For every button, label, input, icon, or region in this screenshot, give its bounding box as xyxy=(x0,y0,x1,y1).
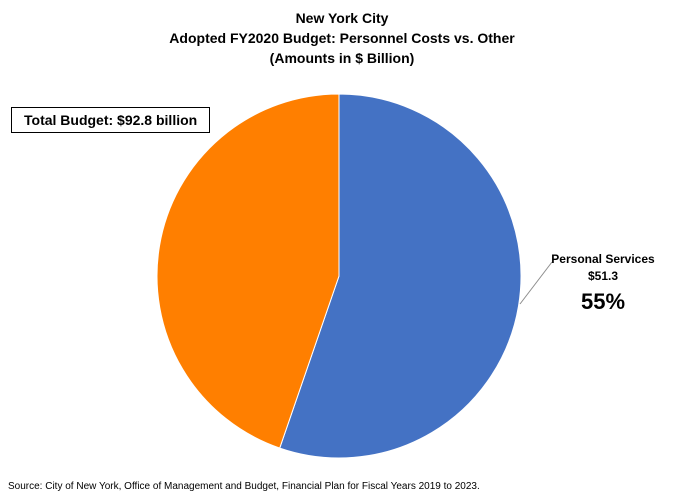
pie-slice-2 xyxy=(156,93,340,449)
source-note: Source: City of New York, Office of Mana… xyxy=(8,481,480,492)
pie-slice-1 xyxy=(279,93,522,459)
chart-title-line-2: Adopted FY2020 Budget: Personnel Costs v… xyxy=(169,30,515,46)
pie-slices xyxy=(156,93,522,459)
chart-title-line-1: New York City xyxy=(295,10,389,26)
leader-line-personal-services xyxy=(519,261,553,305)
slice-label-personal-services: Personal Services xyxy=(551,252,655,266)
chart-title-line-3: (Amounts in $ Billion) xyxy=(269,50,415,66)
slice-percent-personal-services: 55% xyxy=(581,289,625,314)
chart-title: New York City Adopted FY2020 Budget: Per… xyxy=(0,8,684,68)
total-budget-box: Total Budget: $92.8 billion xyxy=(11,107,211,133)
slice-value-personal-services: $51.3 xyxy=(588,269,618,283)
